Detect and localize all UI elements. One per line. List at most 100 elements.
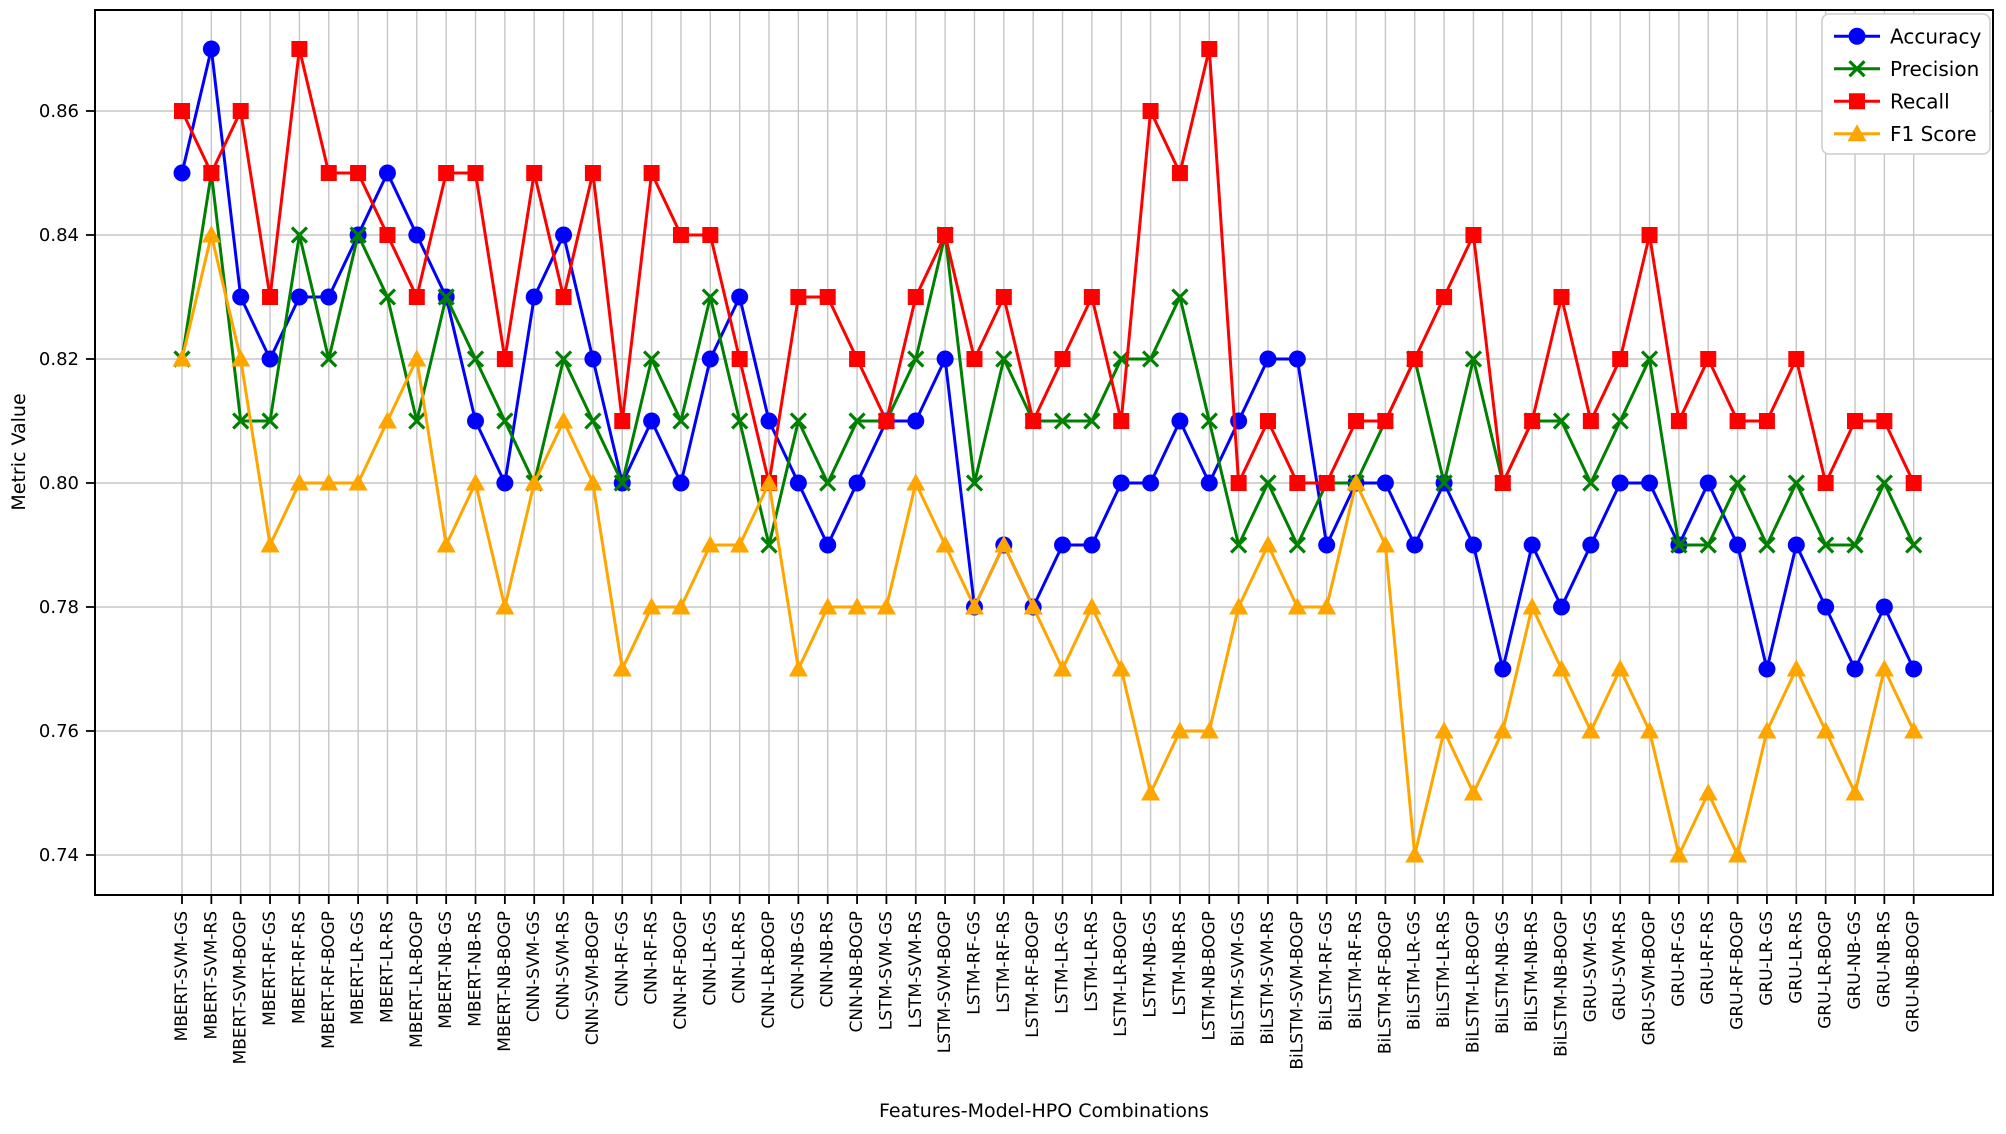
square-marker bbox=[1612, 351, 1629, 367]
x-tick-label: CNN-LR-BOGP bbox=[759, 911, 779, 1029]
y-tick-label: 0.84 bbox=[39, 225, 79, 246]
square-marker bbox=[1142, 103, 1159, 119]
triangle-marker bbox=[1640, 721, 1660, 739]
x-tick-label: GRU-NB-RS bbox=[1874, 911, 1894, 1008]
x-tick-label: BiLSTM-RF-GS bbox=[1317, 911, 1337, 1031]
x-tick-label: GRU-SVM-RS bbox=[1610, 911, 1630, 1020]
series-path bbox=[180, 47, 1916, 485]
triangle-marker bbox=[994, 535, 1014, 553]
triangle-marker bbox=[1847, 124, 1867, 142]
circle-marker bbox=[760, 412, 778, 430]
x-marker bbox=[466, 350, 485, 368]
x-marker bbox=[1758, 536, 1776, 554]
triangle-marker bbox=[1287, 597, 1307, 615]
square-marker bbox=[203, 165, 220, 181]
x-marker bbox=[320, 350, 338, 368]
circle-marker bbox=[525, 288, 543, 306]
triangle-marker bbox=[1170, 721, 1190, 739]
circle-marker bbox=[1552, 598, 1570, 616]
x-marker bbox=[261, 412, 279, 430]
x-tick-label: GRU-RF-BOGP bbox=[1728, 911, 1748, 1030]
x-tick-label: BiLSTM-RF-BOGP bbox=[1375, 911, 1395, 1054]
square-marker bbox=[555, 289, 572, 305]
square-marker bbox=[584, 165, 601, 181]
x-marker bbox=[437, 288, 455, 306]
triangle-marker bbox=[524, 473, 544, 491]
circle-marker bbox=[173, 164, 191, 182]
circle-marker bbox=[1846, 660, 1864, 678]
series-path bbox=[180, 233, 1916, 857]
triangle-marker bbox=[436, 535, 456, 553]
circle-marker bbox=[1611, 474, 1629, 492]
square-marker bbox=[467, 165, 484, 181]
square-marker bbox=[731, 351, 748, 367]
circle-marker bbox=[1464, 536, 1482, 554]
x-tick-label: LSTM-LR-RS bbox=[1082, 911, 1102, 1012]
circle-marker bbox=[584, 350, 602, 368]
x-marker bbox=[995, 350, 1013, 368]
x-marker bbox=[642, 350, 661, 368]
triangle-marker bbox=[1698, 783, 1718, 801]
circle-marker bbox=[1758, 660, 1776, 678]
x-tick-label: BiLSTM-LR-RS bbox=[1434, 911, 1454, 1028]
square-marker bbox=[1494, 475, 1511, 491]
x-tick-label: GRU-SVM-BOGP bbox=[1640, 911, 1660, 1045]
circle-marker bbox=[1817, 598, 1835, 616]
square-marker bbox=[1259, 413, 1276, 429]
square-marker bbox=[496, 351, 513, 367]
circle-marker bbox=[1848, 27, 1866, 45]
square-marker bbox=[379, 227, 396, 243]
circle-marker bbox=[320, 288, 338, 306]
x-marker bbox=[965, 474, 984, 492]
square-marker bbox=[937, 227, 954, 243]
x-tick-label: CNN-LR-RS bbox=[730, 911, 750, 1004]
square-marker bbox=[1113, 413, 1130, 429]
triangle-marker bbox=[1463, 783, 1483, 801]
x-tick-label: GRU-SVM-GS bbox=[1581, 911, 1601, 1022]
x-marker bbox=[232, 412, 250, 430]
x-tick-label: BiLSTM-NB-GS bbox=[1493, 911, 1513, 1034]
legend-label: Accuracy bbox=[1890, 24, 1981, 48]
x-marker bbox=[1552, 412, 1571, 430]
x-tick-label: LSTM-LR-BOGP bbox=[1111, 911, 1131, 1037]
x-tick-label: MBERT-RF-GS bbox=[260, 911, 280, 1026]
circle-marker bbox=[936, 350, 954, 368]
x-marker bbox=[907, 350, 925, 368]
circle-marker bbox=[1582, 536, 1600, 554]
triangle-marker bbox=[348, 473, 368, 491]
x-tick-label: MBERT-SVM-GS bbox=[172, 911, 192, 1041]
circle-marker bbox=[1494, 660, 1512, 678]
triangle-marker bbox=[172, 349, 192, 367]
square-marker bbox=[1670, 413, 1687, 429]
x-tick-label: LSTM-RF-RS bbox=[994, 911, 1014, 1013]
square-marker bbox=[1289, 475, 1306, 491]
x-tick-label: CNN-RF-BOGP bbox=[671, 911, 691, 1030]
x-marker bbox=[1817, 536, 1835, 554]
circle-marker bbox=[232, 288, 250, 306]
circle-marker bbox=[848, 474, 866, 492]
triangle-marker bbox=[1053, 659, 1073, 677]
x-marker bbox=[584, 412, 602, 430]
x-tick-label: MBERT-RF-RS bbox=[289, 911, 309, 1024]
x-tick-label: BiLSTM-RF-RS bbox=[1346, 911, 1366, 1029]
x-tick-label: CNN-NB-BOGP bbox=[847, 911, 867, 1033]
x-marker bbox=[1699, 536, 1717, 554]
square-marker bbox=[1025, 413, 1042, 429]
square-marker bbox=[878, 413, 895, 429]
circle-marker bbox=[1406, 536, 1424, 554]
square-marker bbox=[1758, 413, 1775, 429]
legend-label: Precision bbox=[1890, 57, 1979, 81]
triangle-marker bbox=[1199, 721, 1219, 739]
x-tick-label: MBERT-LR-RS bbox=[377, 911, 397, 1023]
x-marker bbox=[1259, 474, 1277, 492]
triangle-marker bbox=[1757, 721, 1777, 739]
triangle-marker bbox=[847, 597, 867, 615]
square-marker bbox=[1171, 165, 1188, 181]
circle-marker bbox=[408, 226, 426, 244]
triangle-marker bbox=[788, 659, 808, 677]
x-tick-label: CNN-NB-RS bbox=[818, 911, 838, 1008]
recall-series bbox=[174, 41, 1922, 491]
legend-label: Recall bbox=[1890, 89, 1950, 113]
square-marker bbox=[966, 351, 983, 367]
